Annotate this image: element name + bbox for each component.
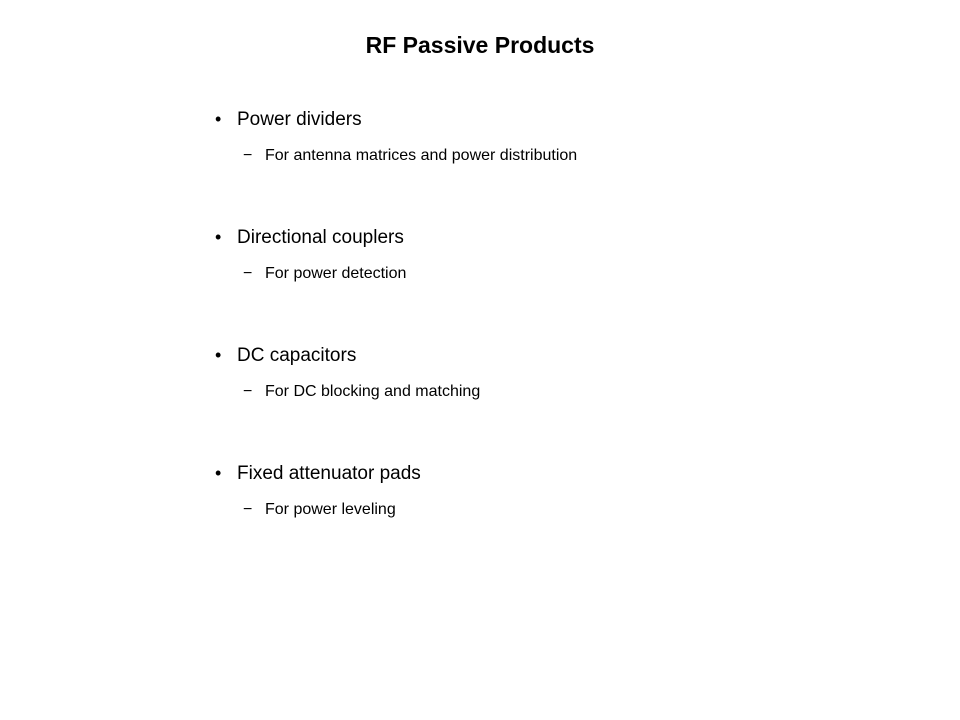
- main-bullet-label: Fixed attenuator pads: [215, 463, 880, 485]
- list-item: Power dividers For antenna matrices and …: [215, 109, 880, 165]
- sub-bullet-label: For DC blocking and matching: [243, 383, 880, 401]
- sub-bullet-label: For power leveling: [243, 501, 880, 519]
- main-bullet-label: DC capacitors: [215, 345, 880, 367]
- list-item: Directional couplers For power detection: [215, 227, 880, 283]
- slide-title: RF Passive Products: [0, 0, 960, 59]
- content-area: Power dividers For antenna matrices and …: [0, 109, 960, 519]
- sub-bullet-label: For power detection: [243, 265, 880, 283]
- main-bullet-label: Power dividers: [215, 109, 880, 131]
- main-bullet-label: Directional couplers: [215, 227, 880, 249]
- list-item: DC capacitors For DC blocking and matchi…: [215, 345, 880, 401]
- sub-bullet-label: For antenna matrices and power distribut…: [243, 147, 880, 165]
- list-item: Fixed attenuator pads For power leveling: [215, 463, 880, 519]
